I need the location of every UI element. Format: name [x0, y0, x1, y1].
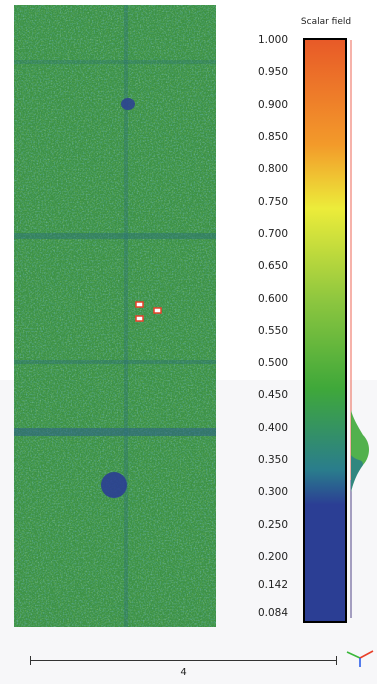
colorbar-tick-label: 0.400 — [257, 421, 288, 434]
scale-bar — [30, 656, 337, 666]
dark-band — [14, 233, 216, 239]
dark-spot — [121, 98, 135, 110]
colorbar-tick-label: 0.750 — [257, 195, 288, 208]
dark-band — [14, 428, 216, 436]
colorbar-tick-label: 0.450 — [257, 389, 288, 402]
scale-bar-label: 4 — [180, 667, 187, 678]
xyz-axis-icon[interactable] — [344, 642, 376, 668]
colorbar-tick-label: 0.650 — [257, 260, 288, 273]
colorbar-tick-label: 0.950 — [257, 66, 288, 79]
selected-point-marker[interactable] — [135, 315, 144, 322]
dark-band — [14, 360, 216, 364]
point-cloud[interactable] — [14, 5, 216, 627]
x-axis-line — [359, 650, 374, 659]
colorbar-tick-label: 0.550 — [257, 324, 288, 337]
selected-point-marker[interactable] — [135, 301, 144, 308]
colorbar-tick-label: 0.700 — [257, 227, 288, 240]
scalar-histogram — [350, 40, 369, 618]
colorbar-tick-label: 1.000 — [257, 34, 288, 46]
scale-bar-line — [30, 660, 337, 661]
colorbar-tick-label: 0.800 — [257, 163, 288, 176]
scalar-field-title: Scalar field — [300, 17, 352, 27]
dark-band — [14, 60, 216, 64]
dark-spot — [101, 472, 127, 498]
selected-point-marker[interactable] — [153, 307, 162, 314]
dark-band — [124, 5, 128, 627]
scale-bar-cap — [336, 656, 337, 665]
colorbar-tick-label: 0.250 — [257, 518, 288, 531]
histogram-curve — [351, 455, 363, 492]
scale-bar-cap — [30, 656, 31, 665]
colorbar-tick-label: 0.900 — [257, 98, 288, 111]
colorbar-tick-label: 0.084 — [257, 607, 288, 619]
colorbar-tick-label: 0.500 — [257, 357, 288, 370]
colorbar-tick-label: 0.350 — [257, 454, 288, 467]
colorbar — [303, 38, 347, 623]
colorbar-tick-label: 0.300 — [257, 486, 288, 499]
colorbar-tick-label: 0.200 — [257, 551, 288, 563]
colorbar-tick-label: 0.600 — [257, 292, 288, 305]
colorbar-tick-label: 0.142 — [257, 579, 288, 591]
y-axis-line — [346, 651, 361, 659]
colorbar-tick-label: 0.850 — [257, 130, 288, 143]
